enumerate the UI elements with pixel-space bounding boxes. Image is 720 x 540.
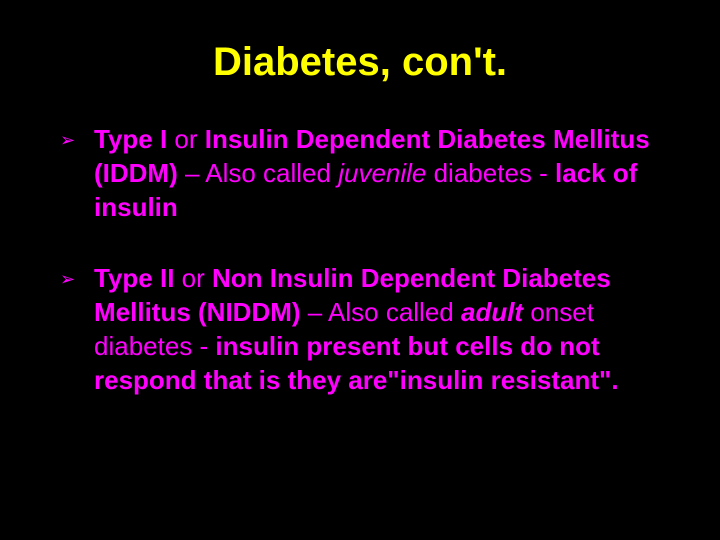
chevron-right-icon: ➢ [60, 129, 75, 152]
chevron-right-icon: ➢ [60, 268, 75, 291]
list-item-text: Type II or Non Insulin Dependent Diabete… [94, 263, 619, 394]
list-item: ➢ Type I or Insulin Dependent Diabetes M… [94, 123, 660, 224]
bullet-list: ➢ Type I or Insulin Dependent Diabetes M… [60, 123, 660, 398]
list-item-text: Type I or Insulin Dependent Diabetes Mel… [94, 124, 650, 222]
list-item: ➢ Type II or Non Insulin Dependent Diabe… [94, 262, 660, 397]
slide-title: Diabetes, con't. [60, 40, 660, 85]
slide: Diabetes, con't. ➢ Type I or Insulin Dep… [0, 0, 720, 540]
